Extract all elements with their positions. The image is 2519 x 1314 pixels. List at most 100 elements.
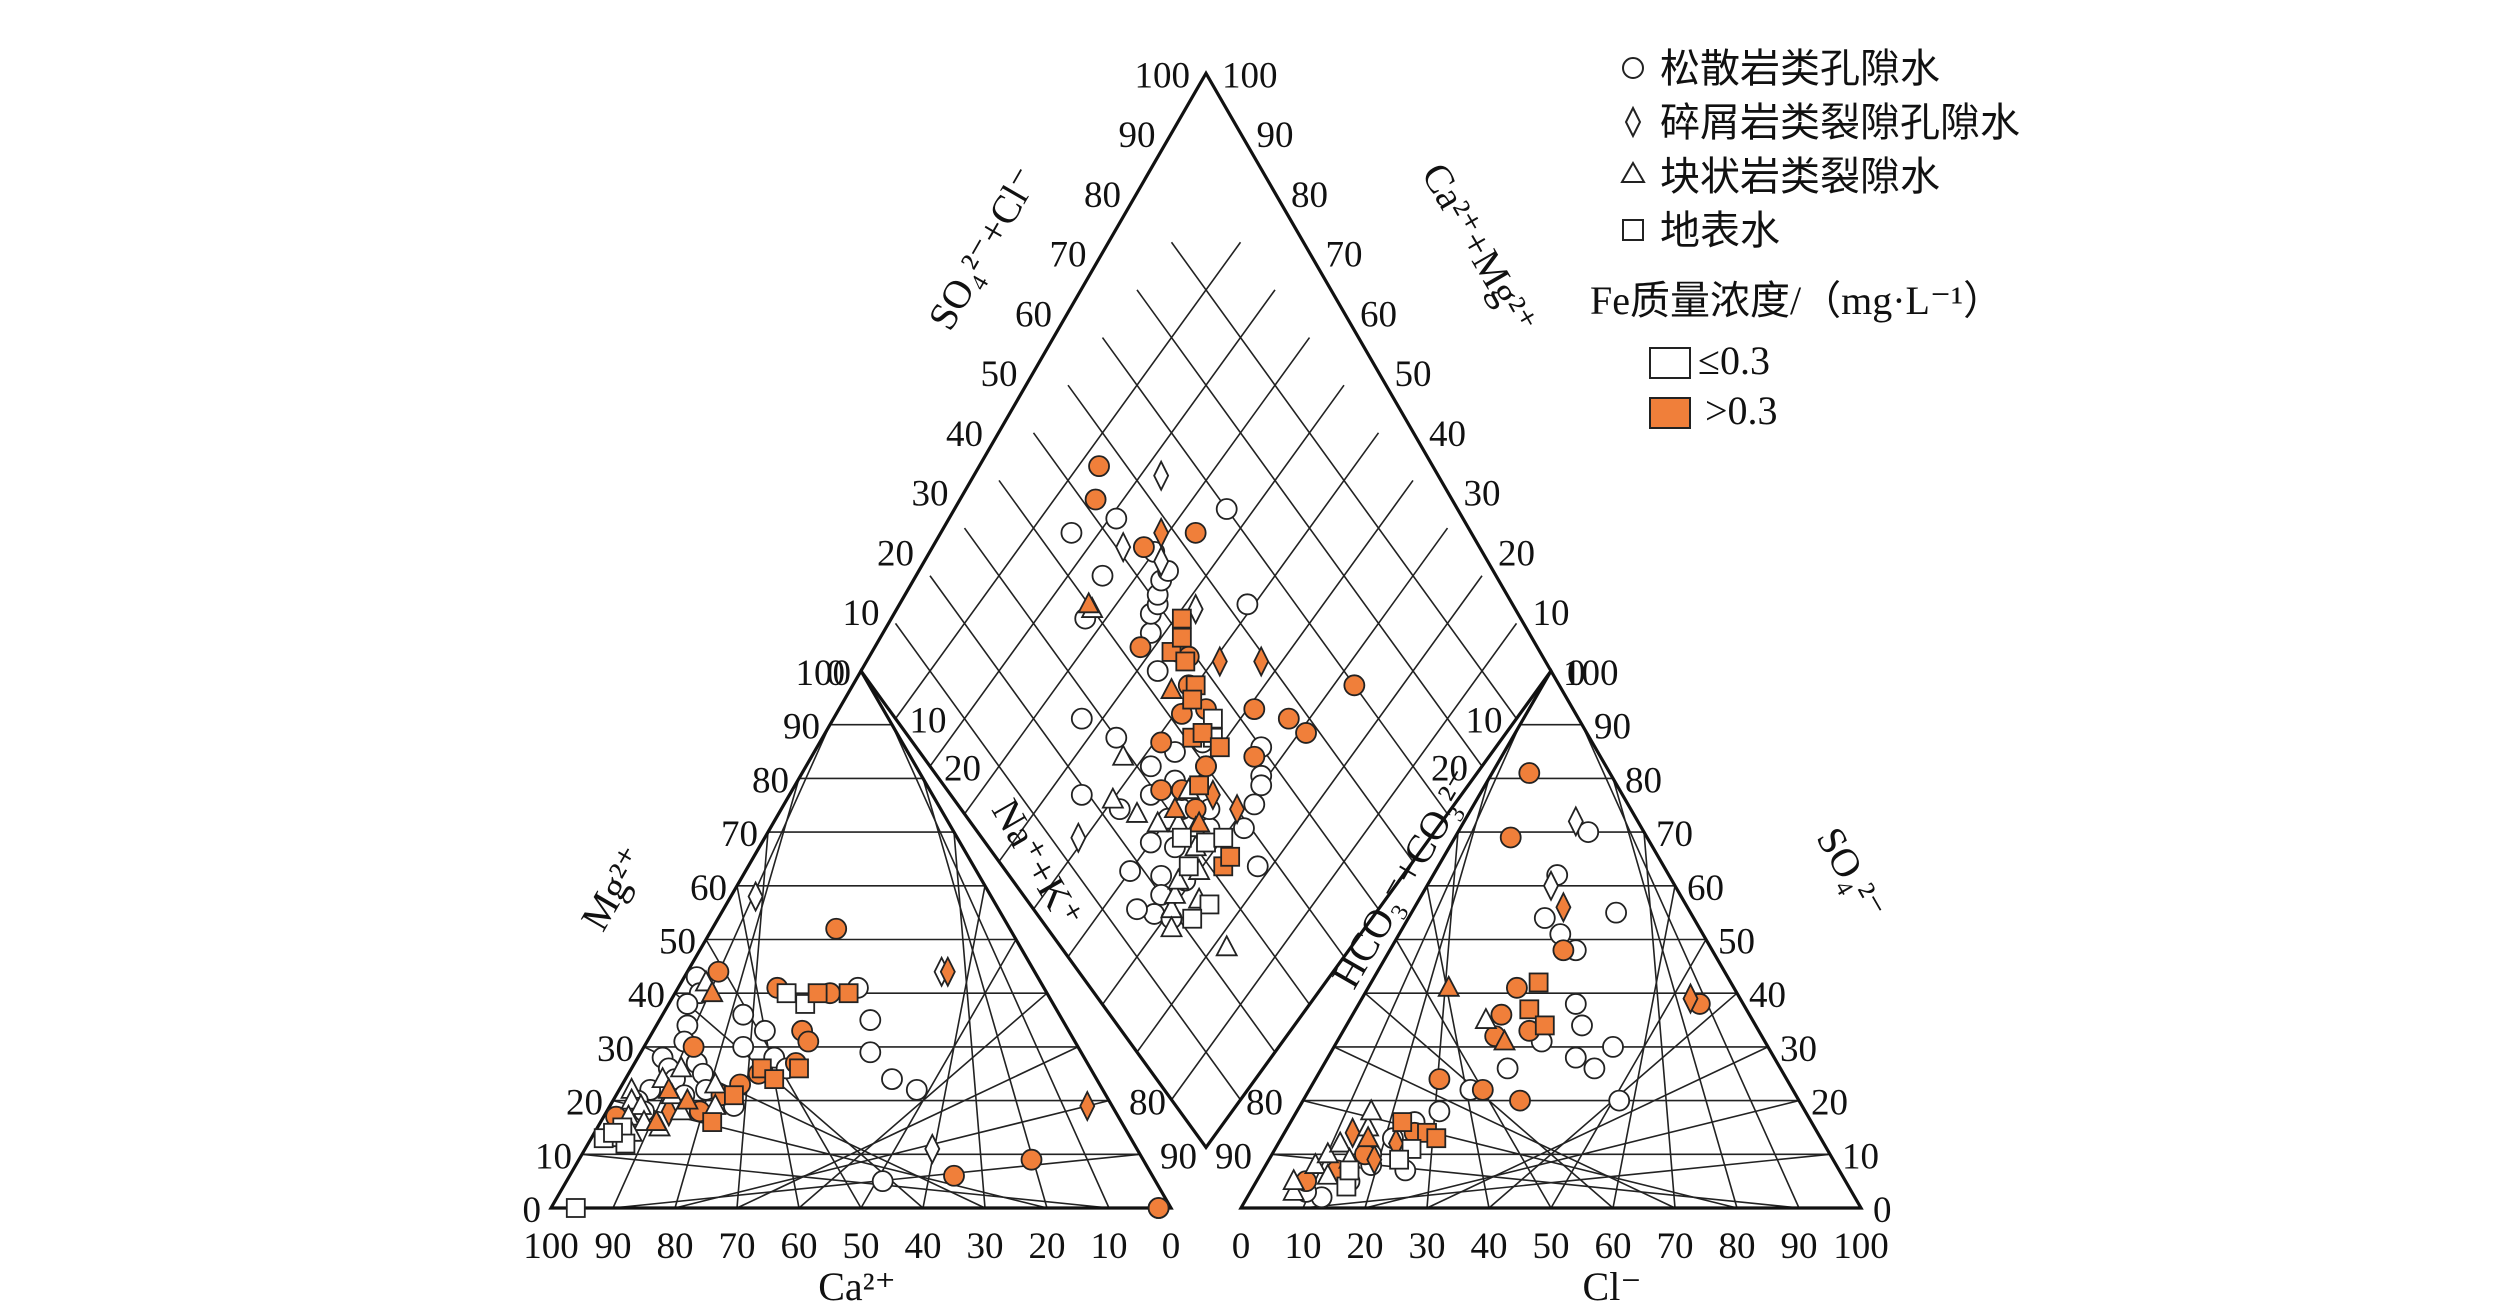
tick-so4cl-20: 20	[877, 533, 914, 574]
tick-ca-20: 20	[1029, 1226, 1066, 1267]
diamond-point-triangle-86	[1215, 934, 1239, 957]
anion-point-square-68	[1339, 1160, 1360, 1181]
anion-point-circle-25	[1499, 826, 1522, 849]
anion-point-square-61	[1534, 1015, 1555, 1036]
diamond-point-circle-19	[1250, 774, 1273, 797]
tick-cl-20: 20	[1347, 1226, 1384, 1267]
tick-mg-90: 90	[783, 707, 820, 748]
legend-symbol-square	[1622, 219, 1644, 241]
diamond-point-circle-54	[1184, 521, 1207, 544]
cation-point-triangle-69	[644, 1109, 668, 1131]
legend-label-circle: 松散岩类孔隙水	[1660, 46, 1940, 91]
anion-point-circle-21	[1533, 907, 1556, 929]
tick-ca-70: 70	[719, 1226, 756, 1267]
anion-grid-b	[1643, 832, 1676, 1209]
tick-so4cl-10: 10	[843, 593, 880, 634]
tick-so4-70: 70	[1656, 814, 1693, 855]
cation-point-diamond-47	[924, 1132, 941, 1165]
anion-point-circle-26	[1552, 939, 1575, 962]
cation-point-circle-41	[1020, 1148, 1043, 1171]
tick-camg-10: 10	[1533, 593, 1570, 634]
tick-mg-60: 60	[690, 868, 727, 909]
tick-so4-60: 60	[1687, 868, 1724, 909]
cation-point-square-75	[603, 1122, 623, 1143]
diamond-point-triangle-84	[1111, 743, 1135, 766]
cation-grid-b	[953, 832, 986, 1209]
anion-point-circle-15	[1608, 1089, 1631, 1112]
tick-ca-10: 10	[1091, 1226, 1128, 1267]
anion-grid-a	[1364, 992, 1614, 1209]
tick-diamond-br-10: 10	[1466, 701, 1503, 742]
cation-point-circle-27	[732, 1003, 755, 1026]
anion-point-circle-18	[1602, 1036, 1624, 1058]
legend-label-triangle: 块状岩类裂隙水	[1660, 154, 1940, 199]
tick-mg-40: 40	[628, 975, 665, 1016]
cation-grid-b	[891, 724, 1110, 1209]
diamond-grid-a	[1136, 289, 1483, 767]
legend-symbol-triangle	[1620, 161, 1646, 183]
cation-point-square-78	[807, 983, 828, 1004]
tick-camg-90: 90	[1257, 115, 1294, 156]
anion-grid-b	[1612, 778, 1738, 1209]
diamond-point-diamond-64	[1153, 545, 1170, 578]
cation-point-diamond-48	[939, 955, 956, 988]
diamond-point-circle-63	[1243, 745, 1266, 768]
tick-mg-80: 80	[752, 760, 789, 801]
legend-symbol-diamond	[1624, 105, 1642, 139]
tick-camg-50: 50	[1395, 354, 1432, 395]
cation-point-square-76	[565, 1198, 586, 1218]
tick-mg-0: 0	[523, 1190, 542, 1231]
diamond-point-diamond-69	[1153, 516, 1170, 549]
legend-label-square: 地表水	[1660, 208, 1780, 253]
diamond-point-square-96	[1178, 856, 1199, 877]
anion-point-triangle-54	[1359, 1098, 1383, 1121]
anion-point-circle-17	[1564, 1046, 1587, 1069]
cation-point-square-81	[724, 1085, 744, 1106]
diamond-point-triangle-93	[1187, 810, 1211, 833]
anion-point-triangle-56	[1437, 974, 1461, 997]
diamond-point-circle-56	[1243, 698, 1266, 721]
diamond-point-diamond-65	[1115, 531, 1132, 564]
tick-so4-50: 50	[1718, 922, 1755, 963]
diamond-point-circle-15	[1215, 498, 1238, 520]
diamond-grid-a	[1101, 337, 1449, 815]
legend-symbol-circle	[1622, 57, 1644, 79]
tick-so4cl-90: 90	[1119, 115, 1156, 156]
cation-point-circle-39	[682, 1036, 705, 1058]
diamond-point-square-94	[1171, 827, 1192, 848]
anion-point-triangle-47	[1282, 1178, 1306, 1201]
tick-camg-40: 40	[1429, 414, 1466, 455]
diamond-point-square-97	[1213, 827, 1234, 848]
diamond-point-circle-40	[1233, 817, 1255, 840]
anion-point-triangle-51	[1328, 1130, 1352, 1153]
cation-grid-a	[581, 1153, 1110, 1209]
axis-title-ca: Ca²⁺	[818, 1264, 896, 1309]
cation-point-diamond-49	[1079, 1089, 1096, 1122]
diamond-point-diamond-70	[1253, 645, 1270, 678]
anion-point-square-62	[1392, 1112, 1413, 1132]
cation-point-circle-22	[859, 1041, 882, 1064]
cation-point-triangle-64	[703, 1071, 727, 1094]
diamond-point-square-111	[1189, 775, 1209, 796]
tick-ca-40: 40	[905, 1226, 942, 1267]
anion-point-square-59	[1528, 972, 1549, 993]
cation-grid-b	[922, 778, 1048, 1209]
tick-so4cl-40: 40	[946, 414, 983, 455]
axis-title-cl: Cl⁻	[1583, 1264, 1642, 1309]
cation-point-diamond-45	[747, 880, 764, 913]
diamond-grid-b	[929, 289, 1276, 767]
anion-point-circle-10	[1564, 993, 1587, 1015]
anion-point-triangle-52	[1316, 1162, 1340, 1185]
tick-nak-80: 80	[1129, 1083, 1166, 1124]
cation-point-circle-23	[881, 1068, 903, 1091]
diamond-point-circle-25	[1139, 831, 1162, 854]
anion-point-triangle-57	[1493, 1028, 1516, 1051]
cation-point-square-77	[838, 983, 859, 1004]
diamond-point-circle-61	[1150, 779, 1173, 801]
tick-cl-90: 90	[1781, 1226, 1818, 1267]
tick-diamond-br-20: 20	[1431, 748, 1468, 789]
diamond-point-triangle-76	[1166, 867, 1190, 890]
diamond-point-circle-26	[1150, 864, 1173, 887]
anion-point-circle-19	[1571, 1014, 1593, 1037]
